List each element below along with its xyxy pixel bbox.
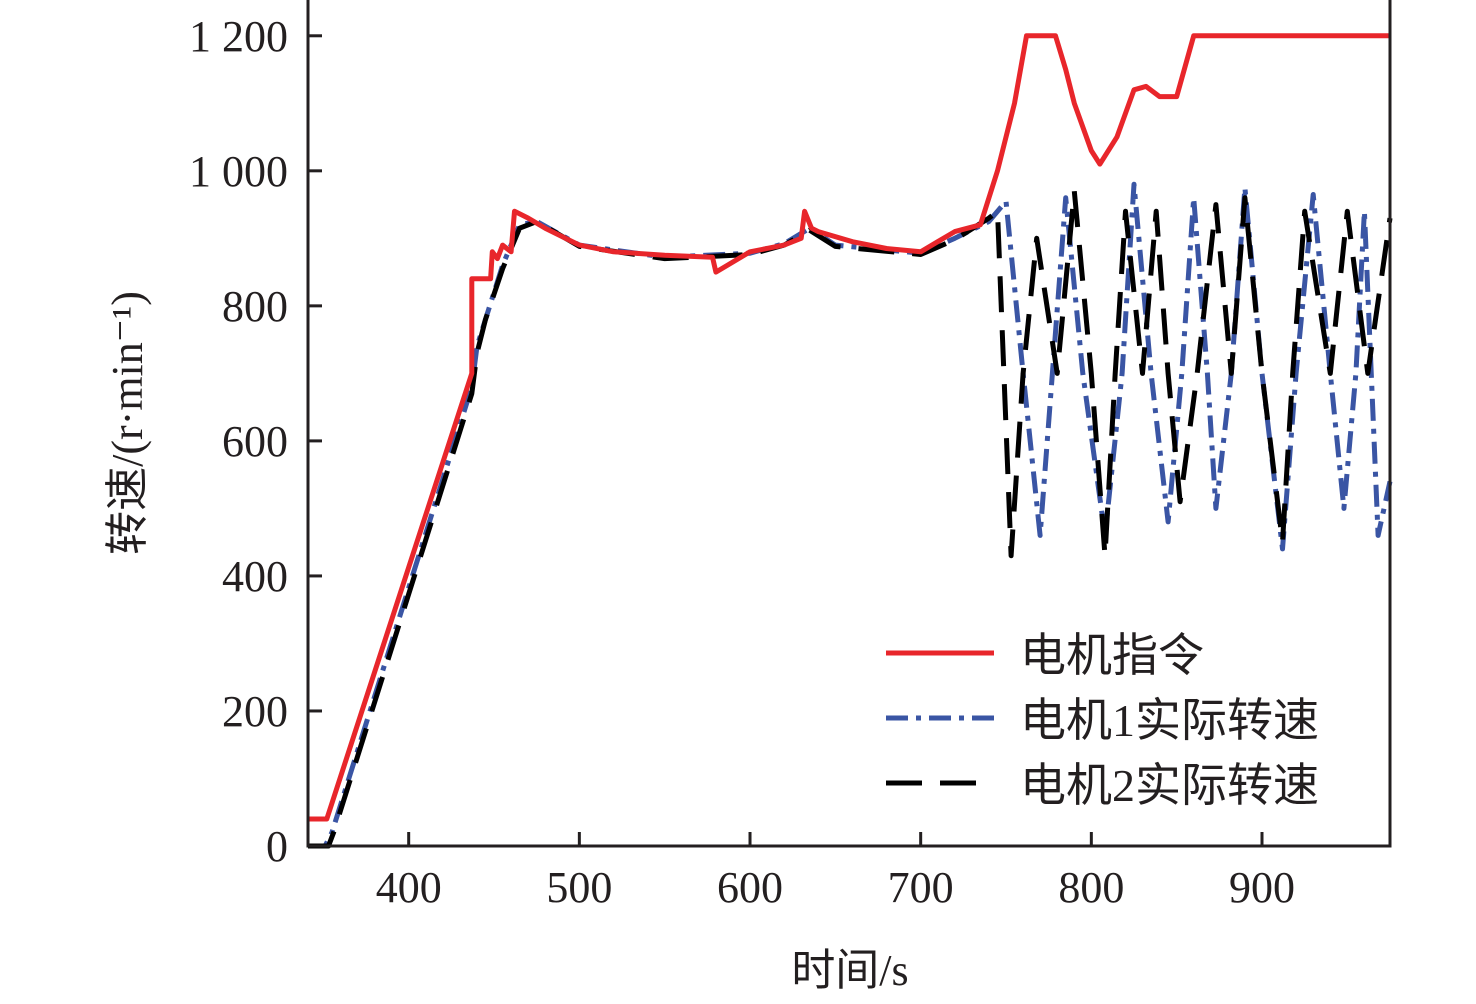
legend-label-1: 电机指令	[1020, 630, 1204, 681]
y-tick-label: 1 000	[189, 147, 288, 196]
series-line-3	[308, 188, 1393, 849]
y-tick-label: 1 200	[189, 12, 288, 61]
x-tick-label: 700	[888, 863, 954, 912]
y-axis-label: 转速/(r·min⁻¹)	[103, 291, 152, 555]
series-line-1	[308, 33, 1390, 822]
y-tick-label: 600	[222, 417, 288, 466]
series-line-2	[308, 181, 1393, 849]
x-axis-label: 时间/s	[791, 946, 908, 995]
y-tick-label: 800	[222, 282, 288, 331]
x-tick-label: 800	[1058, 863, 1124, 912]
y-tick-label: 200	[222, 687, 288, 736]
x-tick-label: 400	[376, 863, 442, 912]
y-tick-label: 400	[222, 552, 288, 601]
legend-label-3: 电机2实际转速	[1020, 760, 1319, 811]
plot-area	[308, 33, 1393, 849]
legend-label-2: 电机1实际转速	[1020, 695, 1319, 746]
x-tick-label: 500	[546, 863, 612, 912]
axis-frame	[306, 0, 1392, 848]
x-tick-label: 600	[717, 863, 783, 912]
x-tick-label: 900	[1229, 863, 1295, 912]
axes: 400 500 600 700 800 900 0 200 400 600 800 1 000 1 20…	[189, 0, 1392, 912]
y-tick-label: 0	[266, 822, 288, 871]
